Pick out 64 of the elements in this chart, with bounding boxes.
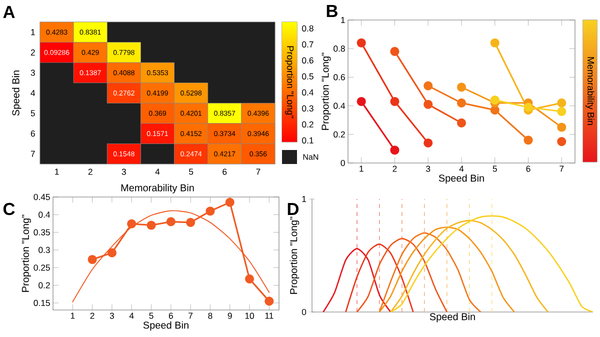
y-tick-label: 0.2 <box>334 131 345 138</box>
y-tick-label: 5 <box>30 110 35 116</box>
x-tick-label: 2 <box>90 312 94 319</box>
x-tick-label: 3 <box>426 166 430 172</box>
x-tick-label: 7 <box>256 168 260 175</box>
x-tick-label: 4 <box>459 166 464 172</box>
x-axis-title: Speed Bin <box>438 174 484 184</box>
color-bar-title: Memorability Bin <box>586 57 594 125</box>
y-tick-label: 4 <box>30 90 36 96</box>
x-tick-label: 4 <box>129 312 134 319</box>
text: B <box>326 5 338 17</box>
color-bar-label: 0.1 <box>302 137 314 144</box>
x-tick-label: 7 <box>188 312 193 319</box>
x-tick-label: 2 <box>392 166 397 172</box>
x-tick-label: 3 <box>122 168 126 175</box>
y-tick-label: 0.25 <box>34 264 50 271</box>
x-tick-label: 5 <box>149 312 154 319</box>
x-tick-label: 9 <box>228 312 232 319</box>
x-tick-label: 5 <box>492 166 497 172</box>
y-tick-label: 1 <box>31 29 35 36</box>
y-tick-label: 0.45 <box>34 194 50 200</box>
color-bar-title: Proportion "Long" <box>285 46 294 118</box>
x-tick-label: 8 <box>208 312 212 319</box>
y-tick-label: 0.6 <box>334 74 345 80</box>
x-tick-label: 6 <box>168 312 173 319</box>
y-tick-label: 1 <box>341 17 345 23</box>
y-tick-label: 7 <box>30 150 35 157</box>
color-bar-label: 0.5 <box>302 73 314 80</box>
y-tick-label: 0.35 <box>34 229 50 236</box>
y-tick-label: 0.15 <box>34 300 50 306</box>
text: D <box>288 203 299 215</box>
x-tick-label: 7 <box>560 166 564 172</box>
y-tick-label: 0.2 <box>38 282 50 288</box>
y-axis-title: Speed Bin <box>12 70 22 116</box>
y-tick-label: 6 <box>30 130 35 137</box>
x-tick-label: 1 <box>360 166 364 172</box>
x-tick-label: 3 <box>110 312 114 319</box>
y-tick-label: 0 <box>340 160 345 166</box>
y-tick-label: 0 <box>302 308 306 316</box>
y-tick-label: 0.8 <box>334 46 345 52</box>
x-axis-title: Speed Bin <box>143 321 188 331</box>
x-tick-label: 6 <box>222 168 227 175</box>
y-axis-title: Proportion "Long" <box>22 214 31 292</box>
x-tick-label: 10 <box>245 312 254 319</box>
text: A <box>3 6 15 18</box>
x-tick-label: 5 <box>189 168 194 175</box>
y-axis-title: Proportion "Long" <box>290 216 300 294</box>
x-tick-label: 4 <box>155 168 160 175</box>
y-tick-label: 0.4 <box>334 102 346 109</box>
y-tick-label: 0.3 <box>38 246 50 254</box>
x-axis-title: Speed Bin <box>430 312 475 322</box>
y-axis-title: Proportion "Long" <box>321 52 331 130</box>
x-tick-label: 1 <box>55 168 59 175</box>
x-tick-label: 6 <box>526 166 530 172</box>
x-tick-label: 11 <box>265 312 274 319</box>
x-tick-label: 2 <box>88 168 92 175</box>
y-tick-label: 2 <box>30 49 35 56</box>
text: NaN <box>303 154 318 160</box>
y-tick-label: 0.4 <box>38 212 50 218</box>
text: C <box>3 202 15 216</box>
color-bar-label: 0.7 <box>302 41 314 48</box>
x-axis-title: Memorability Bin <box>121 184 194 194</box>
x-tick-label: 1 <box>70 312 75 319</box>
y-tick-label: 3 <box>30 70 35 76</box>
